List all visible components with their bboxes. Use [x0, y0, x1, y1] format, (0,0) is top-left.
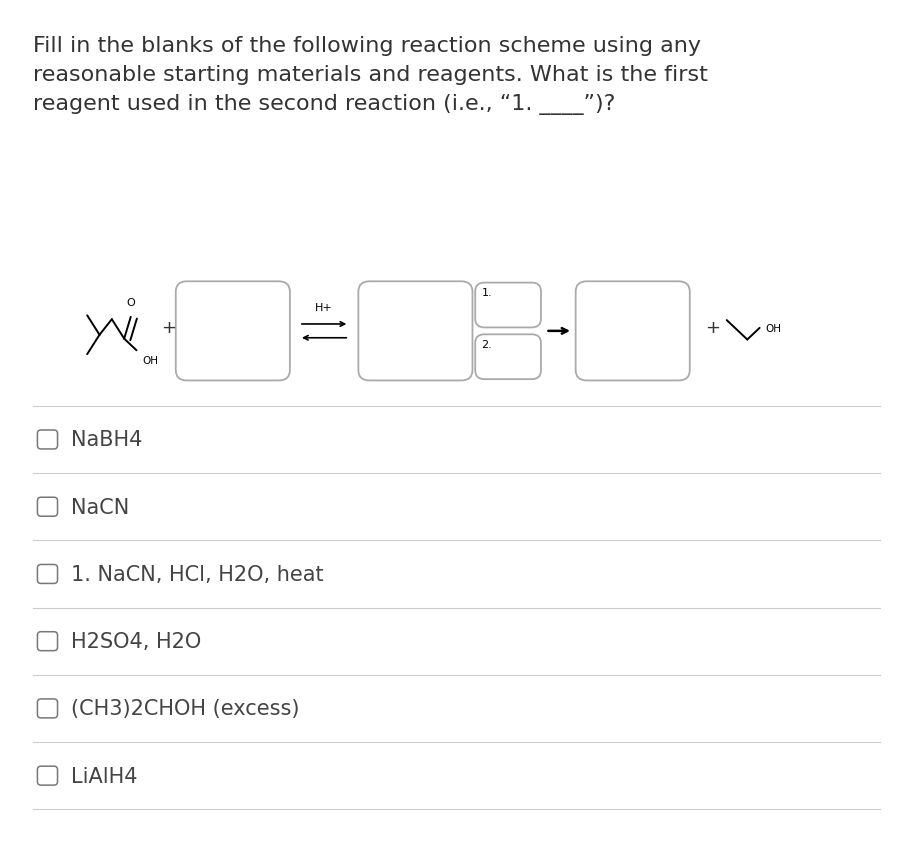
Text: H2SO4, H2O: H2SO4, H2O	[71, 631, 202, 652]
Text: +: +	[705, 319, 720, 336]
Text: 1. NaCN, HCl, H2O, heat: 1. NaCN, HCl, H2O, heat	[71, 564, 324, 585]
Text: NaBH4: NaBH4	[71, 430, 142, 450]
Text: OH: OH	[142, 355, 158, 365]
FancyBboxPatch shape	[37, 632, 58, 651]
FancyBboxPatch shape	[475, 283, 540, 328]
FancyBboxPatch shape	[475, 335, 540, 380]
FancyBboxPatch shape	[37, 699, 58, 718]
FancyBboxPatch shape	[175, 282, 290, 381]
Text: +: +	[162, 319, 176, 336]
Text: 2.: 2.	[482, 339, 492, 350]
Text: Fill in the blanks of the following reaction scheme using any
reasonable startin: Fill in the blanks of the following reac…	[33, 36, 708, 115]
Text: H+: H+	[315, 302, 333, 313]
FancyBboxPatch shape	[576, 282, 690, 381]
FancyBboxPatch shape	[358, 282, 473, 381]
Text: OH: OH	[765, 324, 782, 333]
Text: 1.: 1.	[482, 288, 492, 298]
Text: O: O	[126, 297, 135, 307]
Text: NaCN: NaCN	[71, 497, 130, 517]
Text: LiAlH4: LiAlH4	[71, 765, 138, 786]
FancyBboxPatch shape	[37, 498, 58, 517]
FancyBboxPatch shape	[37, 430, 58, 449]
FancyBboxPatch shape	[37, 766, 58, 785]
FancyBboxPatch shape	[37, 565, 58, 584]
Text: (CH3)2CHOH (excess): (CH3)2CHOH (excess)	[71, 698, 299, 719]
